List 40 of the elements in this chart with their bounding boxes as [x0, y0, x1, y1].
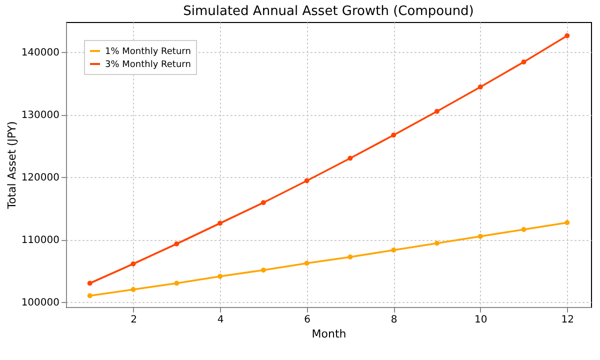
y-tick-label: 130000 — [21, 110, 60, 121]
point — [434, 240, 440, 246]
point — [130, 287, 136, 292]
point — [348, 156, 353, 161]
point — [478, 234, 483, 239]
point — [218, 274, 223, 279]
y-tick-label: 140000 — [21, 48, 60, 58]
y-tick-label: 100000 — [21, 298, 60, 308]
point — [564, 33, 570, 38]
x-tick-label: 6 — [304, 314, 310, 326]
y-tick-label: 110000 — [21, 235, 60, 246]
chart-title: Simulated Annual Asset Growth (Compound) — [183, 4, 474, 19]
point — [391, 132, 396, 138]
point — [478, 84, 483, 90]
point — [391, 248, 396, 253]
point — [348, 254, 353, 260]
x-tick-label: 10 — [474, 314, 488, 326]
legend-label: 3% Monthly Return — [105, 60, 191, 70]
point — [260, 268, 266, 273]
point — [260, 200, 266, 206]
point — [174, 280, 180, 286]
y-tick-label: 120000 — [21, 172, 60, 184]
point — [218, 220, 223, 226]
point — [434, 108, 440, 114]
x-tick-label: 8 — [390, 314, 398, 326]
point — [174, 241, 180, 246]
y-axis-title: Total Asset (JPY) — [5, 121, 18, 210]
point — [304, 178, 310, 184]
point — [87, 280, 92, 286]
x-tick-label: 4 — [217, 314, 224, 326]
point — [521, 227, 526, 232]
point — [564, 220, 570, 226]
x-tick-label: 2 — [130, 314, 137, 326]
point — [304, 260, 310, 266]
point — [87, 293, 92, 298]
x-tick-label: 12 — [561, 314, 574, 326]
legend-label: 1% Monthly Return — [105, 47, 191, 57]
point — [130, 261, 136, 266]
point — [521, 60, 526, 64]
x-axis-title: Month — [312, 328, 346, 340]
